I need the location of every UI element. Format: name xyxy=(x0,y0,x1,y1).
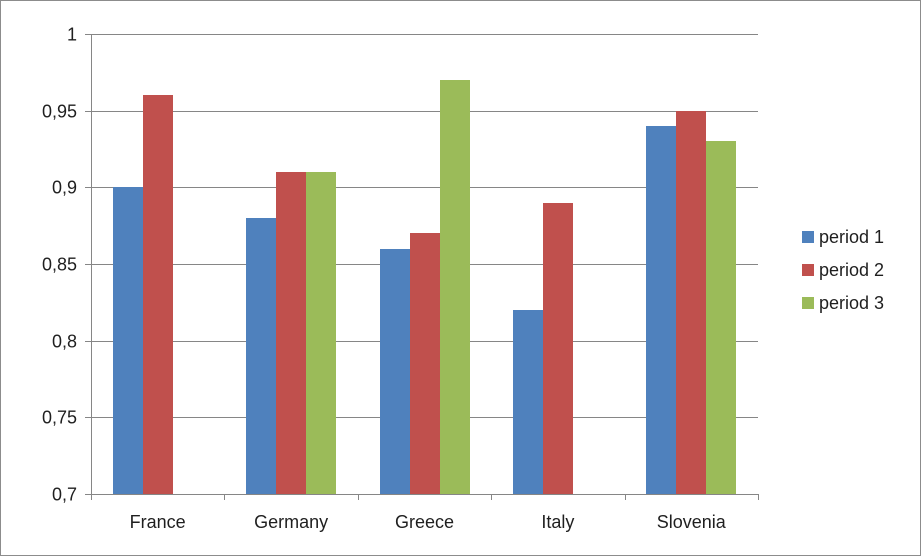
bar-period-2-france xyxy=(143,95,173,494)
bar-period-2-greece xyxy=(410,233,440,494)
y-axis-ticks: 0,7 0,75 0,8 0,85 0,9 0,95 1 xyxy=(42,25,77,505)
x-axis-categories: France Germany Greece Italy Slovenia xyxy=(130,512,727,532)
legend-swatch xyxy=(802,297,814,309)
y-tick-label: 0,75 xyxy=(42,408,77,428)
legend: period 1 period 2 period 3 xyxy=(802,227,884,313)
legend-swatch xyxy=(802,231,814,243)
bar-period-1-italy xyxy=(513,310,543,494)
legend-item: period 2 xyxy=(802,260,884,280)
x-category-label: Italy xyxy=(541,512,574,532)
bar-period-2-slovenia xyxy=(676,111,706,494)
bar-period-1-greece xyxy=(380,249,410,494)
legend-swatch xyxy=(802,264,814,276)
bar-period-1-slovenia xyxy=(646,126,676,494)
legend-item: period 3 xyxy=(802,293,884,313)
bar-period-2-germany xyxy=(276,172,306,494)
y-tick-label: 1 xyxy=(67,25,77,45)
x-category-label: Greece xyxy=(395,512,454,532)
bar-period-3-germany xyxy=(306,172,336,494)
legend-item: period 1 xyxy=(802,227,884,247)
y-tick-label: 0,7 xyxy=(52,485,77,505)
y-tick-label: 0,95 xyxy=(42,102,77,122)
legend-label: period 2 xyxy=(819,260,884,280)
axes xyxy=(85,34,759,500)
bar-period-1-germany xyxy=(246,218,276,494)
bar-period-3-greece xyxy=(440,80,470,494)
bars xyxy=(113,80,736,494)
x-category-label: France xyxy=(130,512,186,532)
bar-period-2-italy xyxy=(543,203,573,494)
x-category-label: Slovenia xyxy=(657,512,727,532)
y-tick-label: 0,8 xyxy=(52,332,77,352)
legend-label: period 1 xyxy=(819,227,884,247)
x-category-label: Germany xyxy=(254,512,328,532)
y-tick-label: 0,85 xyxy=(42,255,77,275)
bar-period-1-france xyxy=(113,187,143,494)
bar-period-3-slovenia xyxy=(706,141,736,494)
y-tick-label: 0,9 xyxy=(52,178,77,198)
legend-label: period 3 xyxy=(819,293,884,313)
